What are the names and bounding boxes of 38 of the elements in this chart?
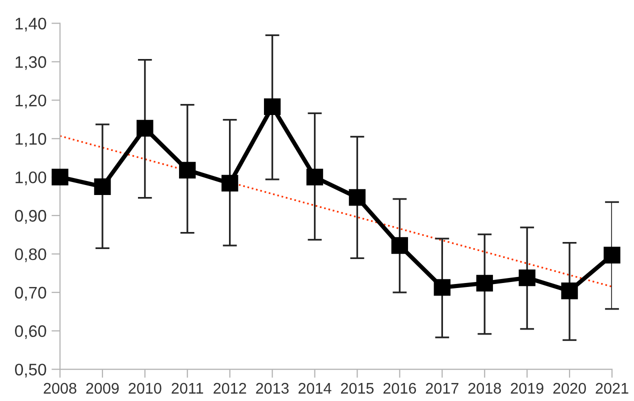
y-tick-label: 0,70 xyxy=(15,286,46,301)
x-tick-label: 2015 xyxy=(341,382,374,394)
x-tick-label: 2009 xyxy=(86,382,119,394)
x-tick-label: 2017 xyxy=(426,382,458,394)
point xyxy=(52,168,68,186)
x-tick-label: 2014 xyxy=(298,382,332,394)
point xyxy=(179,162,196,178)
y-tick-label: 1,00 xyxy=(16,171,46,186)
x-tick-label: 2020 xyxy=(553,382,586,394)
y-tick-label: 0,80 xyxy=(15,248,46,262)
x-tick-label: 2021 xyxy=(596,382,628,394)
point xyxy=(222,174,238,192)
point xyxy=(391,237,408,254)
x-tick-label: 2018 xyxy=(468,382,501,394)
point xyxy=(94,178,111,196)
y-tick-label: 1,10 xyxy=(16,133,46,147)
point xyxy=(518,269,536,286)
point xyxy=(561,282,578,300)
point xyxy=(604,246,620,264)
point xyxy=(264,98,281,116)
y-tick-label: 0,60 xyxy=(15,325,46,340)
x-tick-label: 2010 xyxy=(128,382,162,394)
x-tick-label: 2013 xyxy=(256,382,289,394)
point xyxy=(348,189,366,206)
point xyxy=(476,274,493,292)
point xyxy=(306,168,324,186)
y-tick-label: 0,50 xyxy=(15,364,46,378)
x-tick-label: 2019 xyxy=(510,382,544,394)
x-tick-label: 2012 xyxy=(214,382,246,394)
x-tick-label: 2011 xyxy=(172,382,204,394)
point xyxy=(136,120,154,137)
y-tick-label: 1,20 xyxy=(16,94,46,108)
point xyxy=(434,279,450,296)
x-tick-label: 2016 xyxy=(383,382,416,394)
x-tick-label: 2008 xyxy=(44,382,76,394)
y-tick-label: 0,90 xyxy=(15,210,46,224)
y-tick-label: 1,40 xyxy=(16,18,46,32)
y-tick-label: 1,30 xyxy=(16,56,46,70)
